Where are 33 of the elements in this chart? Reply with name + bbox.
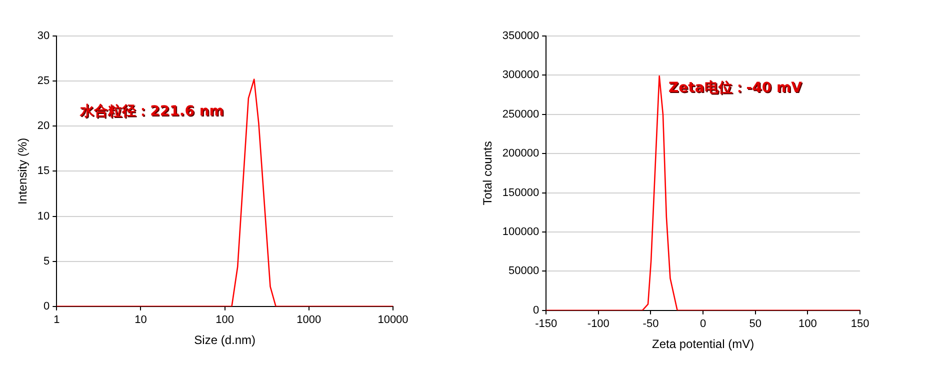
x-tick-label: 0: [700, 318, 706, 330]
x-tick-label: 50: [749, 318, 762, 330]
y-tick-label: 30: [37, 30, 50, 42]
y-tick-label: 0: [44, 300, 50, 312]
x-tick-label: 10: [134, 314, 147, 326]
y-tick-label: 250000: [502, 108, 540, 120]
annotation: Zeta电位：-40 mV: [670, 80, 804, 97]
x-tick-label: 100: [216, 314, 234, 326]
y-tick-label: 150000: [502, 186, 540, 199]
x-tick-label: 10000: [378, 314, 408, 326]
y-tick-label: 25: [37, 75, 50, 88]
y-tick-label: 50000: [508, 265, 540, 278]
x-tick-label: -100: [587, 318, 610, 330]
x-tick-label: 150: [850, 318, 870, 330]
x-axis-title: Zeta potential (mV): [652, 337, 754, 352]
annotation: 水合粒径：221.6 nm: [80, 104, 225, 120]
y-tick-label: 5: [44, 255, 50, 268]
y-axis-title: Intensity (%): [16, 138, 30, 205]
x-tick-label: 1000: [296, 314, 322, 326]
y-axis-title: Total counts: [480, 141, 495, 206]
y-tick-label: 200000: [502, 148, 540, 160]
x-tick-label: 1: [54, 314, 60, 326]
y-tick-label: 0: [532, 304, 540, 316]
y-tick-label: 10: [37, 210, 50, 222]
x-axis-title: Size (d.nm): [194, 333, 256, 348]
x-tick-label: -50: [642, 318, 659, 330]
x-tick-label: -150: [535, 318, 558, 330]
y-tick-label: 300000: [502, 69, 540, 82]
y-tick-label: 15: [37, 165, 50, 178]
y-tick-label: 20: [37, 120, 50, 132]
x-tick-label: 100: [798, 318, 817, 330]
y-tick-label: 350000: [502, 30, 540, 42]
y-tick-label: 100000: [502, 226, 540, 238]
